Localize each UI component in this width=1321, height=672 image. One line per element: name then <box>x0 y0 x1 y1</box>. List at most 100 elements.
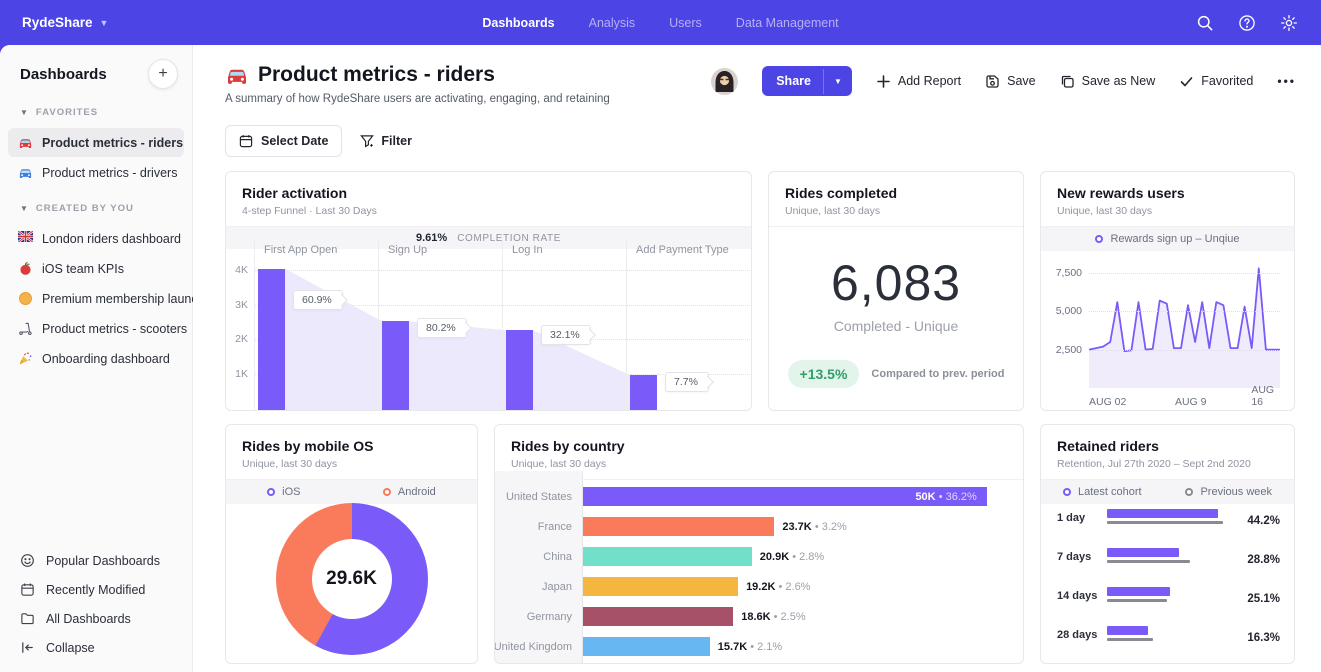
topbar-icons <box>1195 13 1299 33</box>
card-rides-by-country[interactable]: Rides by country Unique, last 30 days Un… <box>494 424 1024 664</box>
bar-value-label: 15.7K • 2.1% <box>717 640 783 653</box>
favorited-button[interactable]: Favorited <box>1179 74 1253 89</box>
sidebar-section-label[interactable]: ▼ FAVORITES <box>20 107 99 118</box>
country-row-united-kingdom[interactable]: United Kingdom 15.7K • 2.1% <box>495 633 1007 660</box>
card-rides-by-mobile-os[interactable]: Rides by mobile OS Unique, last 30 days … <box>225 424 478 664</box>
search-icon[interactable] <box>1195 13 1215 33</box>
delta-badge: +13.5% <box>787 360 860 388</box>
bar-value-label: 18.6K • 2.5% <box>741 610 806 623</box>
donut-total: 29.6K <box>311 539 392 619</box>
legend-item[interactable]: Rewards sign up – Unqiue <box>1095 233 1240 245</box>
retention-label: 14 days <box>1057 590 1098 602</box>
country-row-japan[interactable]: Japan 19.2K • 2.6% <box>542 573 1007 600</box>
gridline <box>1089 311 1280 313</box>
sidebar-item-ios-team-kpis[interactable]: iOS team KPIs <box>8 254 184 283</box>
legend-item[interactable]: Previous week <box>1185 486 1272 498</box>
sidebar-footer-collapse[interactable]: Collapse <box>0 633 192 662</box>
retention-percent: 28.8% <box>1247 554 1280 566</box>
add-report-button[interactable]: Add Report <box>876 74 961 89</box>
legend-item[interactable]: Android <box>382 486 436 498</box>
funnel-bar[interactable] <box>382 321 409 410</box>
funnel-step-label: Sign Up <box>388 244 428 256</box>
country-row-germany[interactable]: Germany 18.6K • 2.5% <box>527 603 1007 630</box>
filter-button[interactable]: Filter <box>360 134 412 148</box>
nav-item-users[interactable]: Users <box>669 15 702 30</box>
select-date-button[interactable]: Select Date <box>225 125 343 157</box>
country-row-france[interactable]: France 23.7K • 3.2% <box>538 513 1007 540</box>
card-rider-activation[interactable]: Rider activation 4-step Funnel · Last 30… <box>225 171 752 411</box>
country-label: Germany <box>526 610 572 623</box>
legend-item[interactable]: Latest cohort <box>1062 486 1142 498</box>
country-row-china[interactable]: China 20.9K • 2.8% <box>543 543 1007 570</box>
gear-icon[interactable] <box>1279 13 1299 33</box>
retention-row-7-days[interactable]: 7 days 28.8% <box>1057 548 1280 574</box>
legend-item[interactable]: iOS <box>267 486 301 498</box>
y-axis-tick: 3K <box>235 298 248 311</box>
retention-row-28-days[interactable]: 28 days 16.3% <box>1057 626 1280 652</box>
country-label: United Kingdom <box>494 640 572 653</box>
delta-label: Compared to prev. period <box>871 368 1005 380</box>
apple-icon <box>18 261 33 276</box>
retention-row-14-days[interactable]: 14 days 25.1% <box>1057 587 1280 613</box>
country-bar: 50K • 36.2% <box>583 487 987 506</box>
card-title: Rides completed <box>785 185 898 201</box>
sidebar-section-label[interactable]: ▼ CREATED BY YOU <box>20 203 134 214</box>
funnel-bar[interactable] <box>630 375 657 410</box>
nav-item-analysis[interactable]: Analysis <box>588 15 636 30</box>
funnel-column: Log In <box>502 240 626 410</box>
primary-nav: Dashboards Analysis Users Data Management <box>482 16 838 30</box>
funnel-column: First App Open <box>254 240 378 410</box>
completion-rate-band: 9.61% COMPLETION RATE <box>226 227 751 249</box>
x-axis-tick: AUG 16 <box>1251 384 1275 408</box>
chart-legend: Rewards sign up – Unqiue <box>1041 227 1294 251</box>
retention-percent: 16.3% <box>1247 632 1280 644</box>
retention-row-1-day[interactable]: 1 day 44.2% <box>1057 509 1280 535</box>
smiley-icon <box>20 553 35 568</box>
sidebar-footer-recently-modified[interactable]: Recently Modified <box>0 575 192 604</box>
nav-item-data-management[interactable]: Data Management <box>735 15 839 30</box>
workspace-switcher[interactable]: RydeShare ▼ <box>22 15 108 30</box>
filter-funnel-icon <box>360 134 375 148</box>
sidebar-item-london-riders-dashboard[interactable]: London riders dashboard <box>8 224 184 253</box>
funnel-bar[interactable] <box>506 330 533 410</box>
nav-item-dashboards[interactable]: Dashboards <box>482 15 555 30</box>
sidebar-item-product-metrics-riders[interactable]: Product metrics - riders <box>8 128 184 157</box>
sidebar-footer: Popular Dashboards Recently Modified All D… <box>0 546 192 662</box>
funnel-bar[interactable] <box>258 268 285 410</box>
x-axis-labels: AUG 02 AUG 9 AUG 16 <box>1089 384 1280 410</box>
share-dropdown-caret[interactable]: ▼ <box>822 68 852 94</box>
funnel-column: Sign Up <box>378 240 502 410</box>
funnel-step-label: Add Payment Type <box>636 244 729 256</box>
card-subtitle: Retention, Jul 27th 2020 – Sept 2nd 2020 <box>1057 458 1251 470</box>
retention-track <box>1107 587 1232 602</box>
sidebar-item-premium-membership-launch[interactable]: Premium membership launch <box>8 284 205 313</box>
card-retained-riders[interactable]: Retained riders Retention, Jul 27th 2020… <box>1040 424 1295 664</box>
sidebar-footer-all-dashboards[interactable]: All Dashboards <box>0 604 192 633</box>
share-button[interactable]: Share ▼ <box>762 66 852 96</box>
orange-circle-icon <box>18 291 33 306</box>
sidebar-item-onboarding-dashboard[interactable]: Onboarding dashboard <box>8 344 184 373</box>
new-dashboard-button[interactable]: + <box>148 59 178 89</box>
country-row-united-states[interactable]: United States 50K • 36.2% <box>506 483 1007 510</box>
card-new-rewards-users[interactable]: New rewards users Unique, last 30 days R… <box>1040 171 1295 411</box>
funnel-step-label: Log In <box>512 244 543 256</box>
card-subtitle: Unique, last 30 days <box>242 458 338 470</box>
country-bar <box>583 637 710 656</box>
check-icon <box>1179 74 1194 89</box>
previous-week-bar <box>1107 599 1168 602</box>
retention-percent: 25.1% <box>1247 593 1280 605</box>
retention-label: 7 days <box>1057 551 1092 563</box>
save-as-new-button[interactable]: Save as New <box>1060 74 1155 89</box>
save-button[interactable]: Save <box>985 74 1036 89</box>
more-options-button[interactable]: ••• <box>1277 74 1296 88</box>
y-axis-tick: 1K <box>235 367 248 380</box>
retention-percent: 44.2% <box>1247 515 1280 527</box>
card-rides-completed[interactable]: Rides completed Unique, last 30 days 6,0… <box>768 171 1024 411</box>
sidebar-item-product-metrics-scooters[interactable]: Product metrics - scooters <box>8 314 187 343</box>
country-bar <box>583 607 734 626</box>
party-icon <box>18 351 33 366</box>
help-icon[interactable] <box>1237 13 1257 33</box>
sidebar-item-product-metrics-drivers[interactable]: Product metrics - drivers <box>8 158 184 187</box>
avatar[interactable] <box>711 67 739 95</box>
sidebar-footer-popular-dashboards[interactable]: Popular Dashboards <box>0 546 192 575</box>
